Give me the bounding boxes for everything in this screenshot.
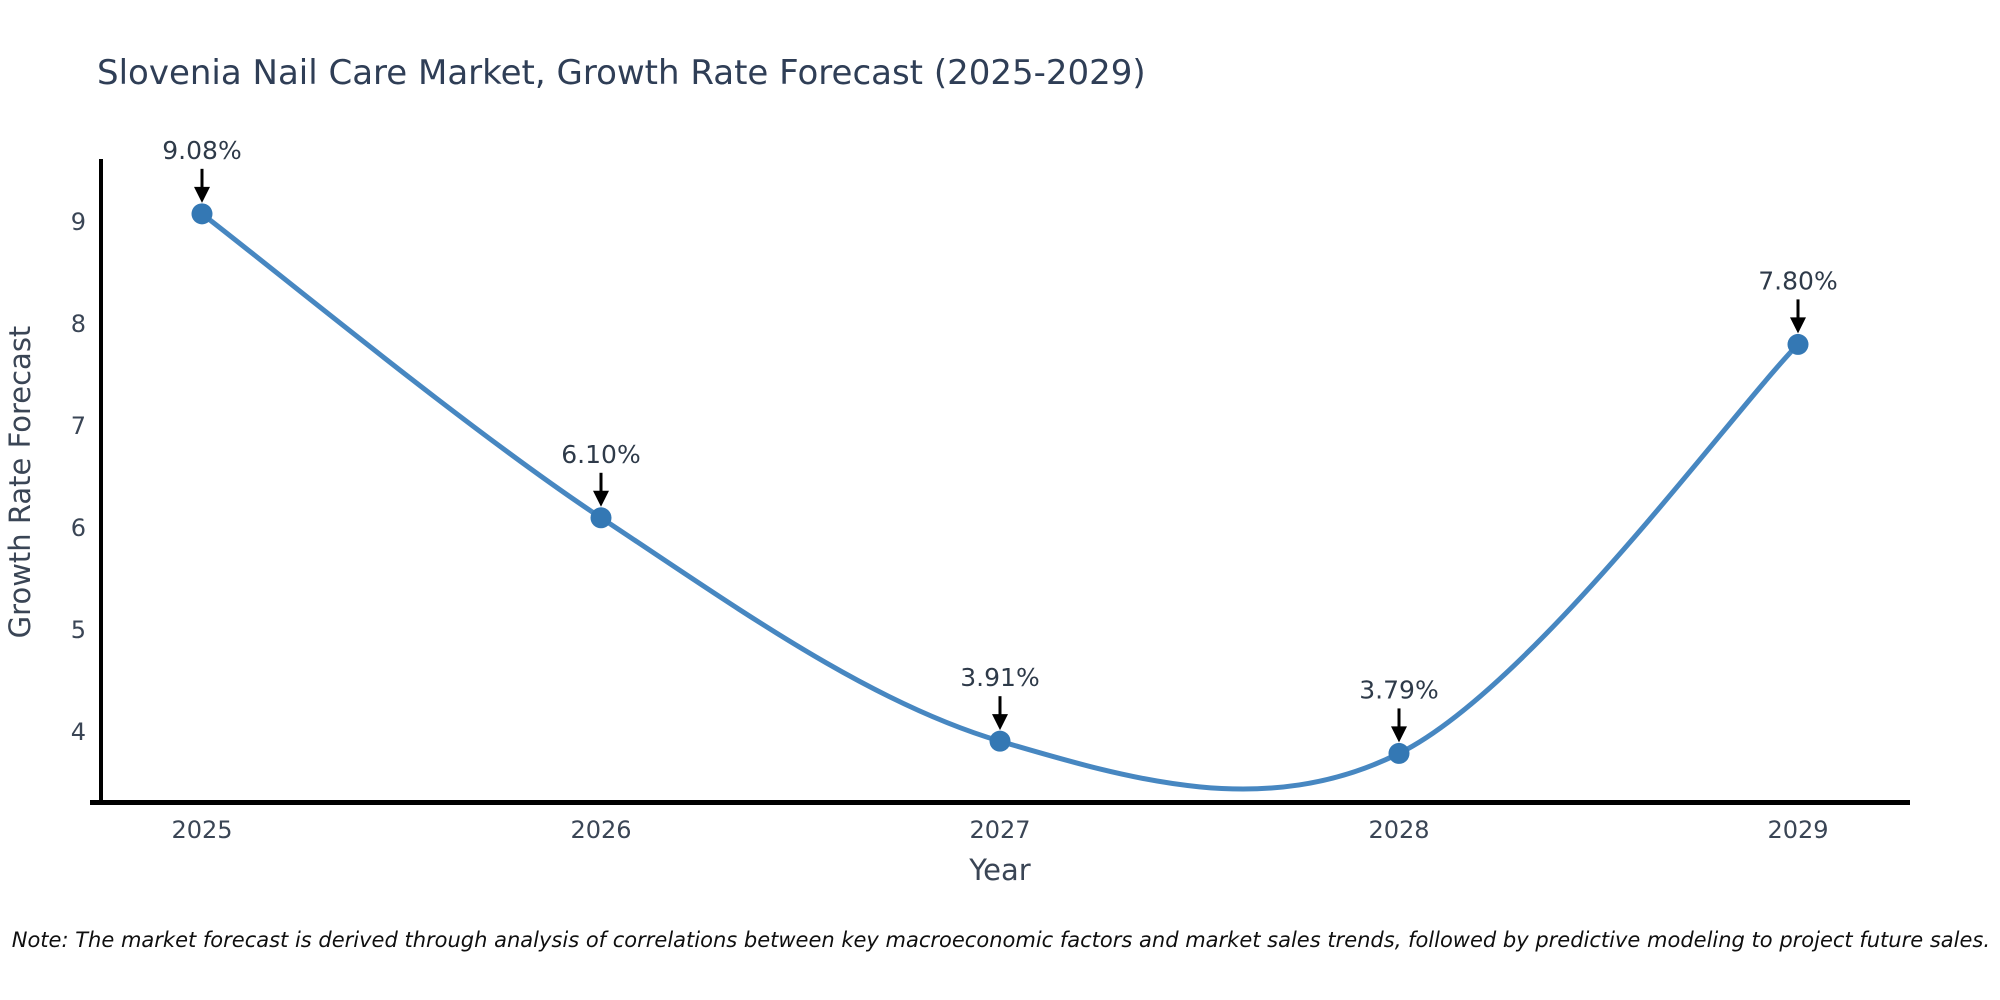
- annotation-arrowhead-icon: [1391, 726, 1407, 743]
- data-point-marker-2028: [1388, 742, 1410, 764]
- point-value-label-2027: 3.91%: [960, 663, 1039, 692]
- data-point-marker-2029: [1787, 333, 1809, 355]
- x-tick-label-2026: 2026: [570, 816, 631, 844]
- data-point-marker-2027: [989, 730, 1011, 752]
- point-value-label-2026: 6.10%: [561, 440, 640, 469]
- point-value-label-2029: 7.80%: [1758, 266, 1837, 295]
- annotation-arrowhead-icon: [992, 714, 1008, 731]
- y-tick-label-5: 5: [71, 616, 86, 644]
- x-tick-label-2028: 2028: [1368, 816, 1429, 844]
- y-tick-label-4: 4: [71, 718, 86, 746]
- x-axis-label: Year: [968, 853, 1030, 887]
- data-point-marker-2026: [590, 507, 612, 529]
- annotation-arrowhead-icon: [593, 490, 609, 507]
- y-tick-label-9: 9: [71, 208, 86, 236]
- annotation-arrowhead-icon: [194, 186, 210, 203]
- footnote: Note: The market forecast is derived thr…: [12, 928, 1990, 952]
- x-tick-label-2025: 2025: [171, 816, 232, 844]
- y-tick-label-6: 6: [71, 514, 86, 542]
- chart-title: Slovenia Nail Care Market, Growth Rate F…: [97, 53, 1146, 93]
- x-tick-label-2027: 2027: [969, 816, 1030, 844]
- y-tick-label-8: 8: [71, 310, 86, 338]
- y-axis-label: Growth Rate Forecast: [3, 326, 37, 639]
- plot-area: 4 5 6 7 8 9 2025 2026 2027 2028 2029 9.08% 6.10% 3.91…: [71, 136, 1910, 844]
- point-value-label-2025: 9.08%: [162, 136, 241, 165]
- x-tick-label-2029: 2029: [1767, 816, 1828, 844]
- data-point-marker-2025: [191, 203, 213, 225]
- annotation-arrowhead-icon: [1790, 317, 1806, 334]
- point-value-label-2028: 3.79%: [1359, 675, 1438, 704]
- y-tick-label-7: 7: [71, 412, 86, 440]
